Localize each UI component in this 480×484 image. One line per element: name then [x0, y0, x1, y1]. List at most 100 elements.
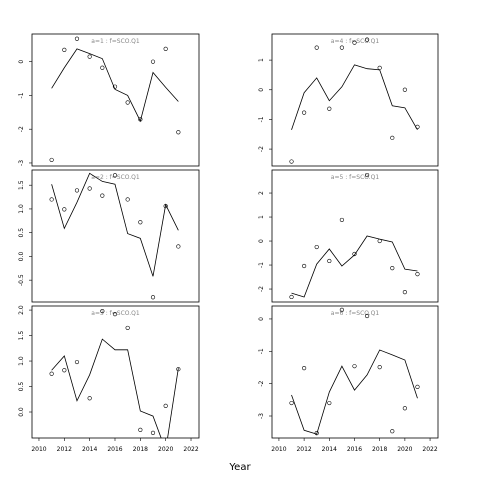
x-tick-label: 2022 [183, 446, 198, 453]
y-tick-label: -1 [258, 262, 265, 268]
point [302, 366, 307, 371]
panel-title: a=6 : f=SCO.Q1 [331, 310, 380, 317]
point [150, 295, 156, 300]
point [327, 400, 332, 406]
point [62, 207, 67, 212]
y-tick-label: 0.0 [18, 251, 25, 261]
point [402, 290, 407, 295]
point [327, 106, 332, 111]
x-tick-label: 2020 [158, 446, 173, 453]
y-tick-label: 1.0 [18, 204, 25, 214]
point [49, 197, 54, 202]
x-tick-label: 2014 [322, 446, 337, 453]
point [289, 159, 294, 164]
fit-line [291, 235, 418, 298]
point [163, 403, 168, 408]
point [364, 313, 370, 319]
y-tick-label: -1 [18, 92, 25, 98]
point [150, 59, 156, 64]
y-tick-label: -1 [258, 116, 265, 122]
y-tick-label: -0.5 [18, 274, 25, 286]
plot-frame [31, 305, 200, 439]
panel: a=2 : f=SCO.Q1 1.5 1.0 0.5 0.0 -0.5 [18, 169, 200, 303]
point [314, 45, 319, 50]
point [100, 308, 105, 314]
y-tick-label: 2.0 [18, 305, 25, 315]
x-tick-label: 2018 [133, 446, 148, 453]
y-tick-label: 1.0 [18, 356, 25, 366]
y-tick-label: 1.5 [18, 331, 25, 341]
y-tick-label: 0 [258, 239, 265, 243]
fit-line [291, 64, 418, 131]
fit-line [51, 48, 179, 123]
point [138, 427, 143, 432]
point [314, 244, 319, 250]
point [402, 87, 407, 92]
x-tick-label: 2018 [372, 446, 387, 453]
plot-frame [271, 33, 439, 167]
panel-title: a=1 : f=SCO.Q1 [91, 38, 140, 45]
point [289, 294, 294, 300]
point [364, 37, 370, 42]
plot-area [289, 172, 420, 300]
point [339, 307, 345, 312]
point [125, 100, 130, 105]
point [390, 135, 395, 140]
point [62, 47, 67, 52]
point [302, 263, 307, 269]
point [112, 173, 118, 178]
x-tick-label: 2010 [271, 446, 286, 453]
y-tick-label: 0 [258, 317, 265, 321]
panel: a=3 : f=SCO.Q1 2.0 1.5 1.0 0.5 0.0 2010 2012 201… [18, 305, 200, 453]
point [352, 364, 357, 369]
x-tick-label: 2016 [347, 446, 362, 453]
plot-area [49, 172, 181, 300]
y-tick-label: 0 [258, 88, 265, 92]
point [176, 130, 181, 135]
y-tick-label: 0 [18, 60, 25, 64]
panel-title: a=5 : f=SCO.Q1 [331, 174, 380, 181]
point [402, 406, 407, 411]
point [125, 325, 130, 331]
point [377, 365, 382, 370]
point [87, 54, 92, 59]
plot-frame [271, 169, 439, 303]
y-tick-label: -2 [18, 126, 25, 132]
point [87, 186, 92, 191]
point [49, 157, 54, 163]
panel: a=1 : f=SCO.Q1 0 -1 -2 -3 [18, 33, 200, 167]
point [112, 312, 118, 317]
point [390, 429, 395, 434]
x-axis-label: Year [228, 462, 251, 473]
point [138, 220, 143, 225]
point [49, 371, 54, 376]
point [176, 244, 181, 249]
x-tick-label: 2020 [397, 446, 412, 453]
panel: a=5 : f=SCO.Q1 2 1 0 -1 -2 [258, 169, 439, 303]
panel-title: a=4 : f=SCO.Q1 [331, 38, 380, 45]
y-tick-label: 0.5 [18, 382, 25, 392]
y-tick-label: 0.5 [18, 228, 25, 238]
point [314, 431, 319, 436]
fit-line [51, 338, 179, 438]
plot-area [289, 307, 420, 436]
y-tick-label: 0.0 [18, 407, 25, 417]
plot-frame [271, 305, 439, 439]
point [415, 384, 420, 389]
y-tick-label: -2 [258, 146, 265, 152]
point [390, 266, 395, 271]
point [87, 396, 92, 401]
point [289, 400, 294, 406]
plot-frame [31, 169, 200, 303]
point [100, 65, 105, 70]
y-tick-label: -2 [258, 380, 265, 386]
y-tick-label: 1 [258, 215, 265, 219]
y-tick-label: 1.5 [18, 180, 25, 190]
y-tick-label: 1 [258, 58, 265, 62]
x-tick-label: 2022 [422, 446, 437, 453]
y-tick-label: 2 [258, 191, 265, 195]
y-tick-label: -3 [258, 413, 265, 419]
point [125, 197, 130, 202]
